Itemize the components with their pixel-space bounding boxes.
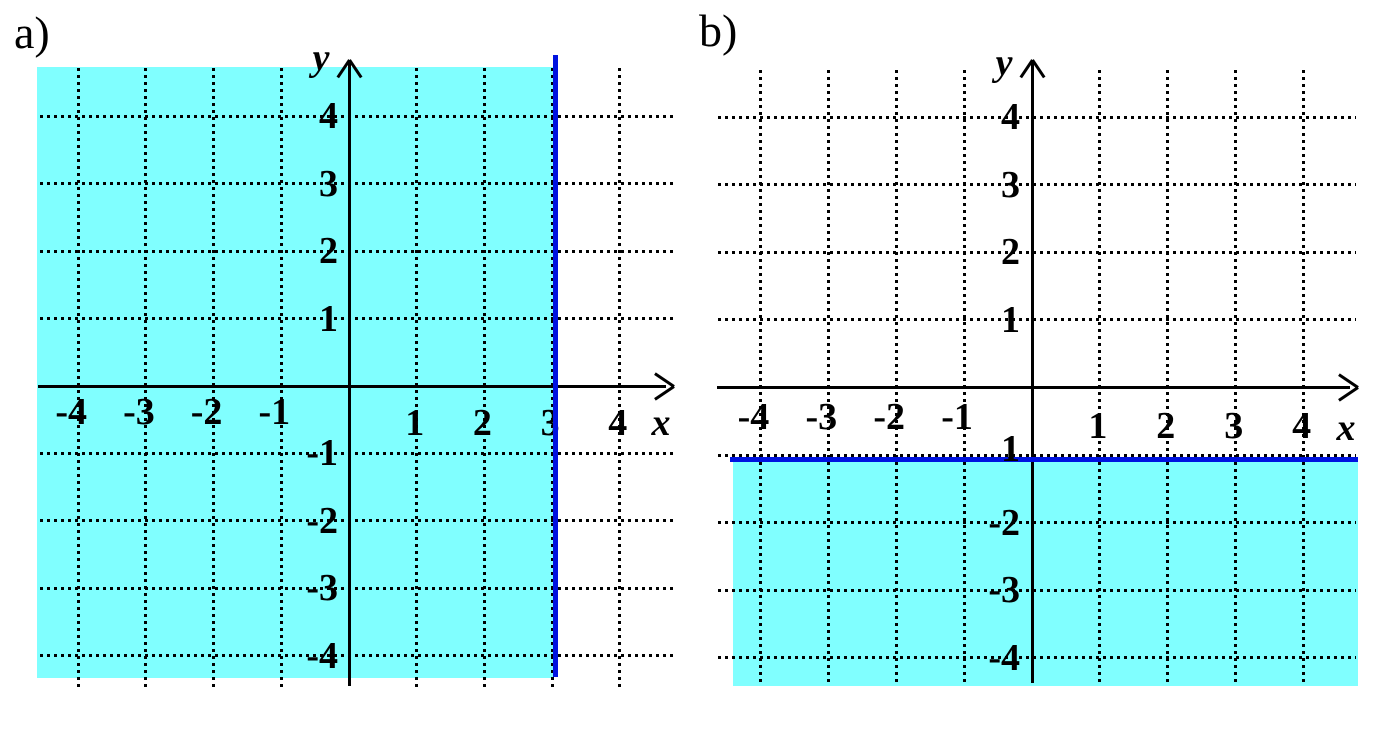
x-tick-label-a-1: 1 — [405, 402, 425, 444]
x-axis-line-a — [38, 384, 666, 388]
y-tick-label-a--4: -4 — [306, 634, 338, 677]
grid-line-a-y-4 — [40, 654, 676, 658]
grid-line-b-x1 — [1098, 70, 1102, 686]
y-tick-label-a--2: -2 — [306, 499, 338, 542]
y-axis-line-b — [1030, 62, 1034, 683]
grid-line-a-x2 — [482, 68, 486, 688]
grid-line-a-x-2 — [212, 68, 216, 688]
grid-line-b-y4 — [718, 115, 1356, 119]
graph-b-x-axis-label: x — [1336, 407, 1356, 449]
y-tick-label-b--1: 1 — [1001, 428, 1020, 471]
x-tick-label-b--4: -4 — [737, 396, 770, 438]
graph-b-label: b) — [699, 5, 738, 56]
grid-line-a-x-1 — [279, 68, 283, 688]
x-tick-label-a--1: -1 — [258, 391, 291, 433]
grid-line-b-y-1 — [718, 453, 1356, 457]
boundary-line-a — [553, 55, 558, 677]
y-tick-label-b-3: 3 — [1001, 163, 1020, 206]
grid-line-b-y1 — [718, 318, 1356, 322]
x-tick-label-b-4: 4 — [1292, 405, 1312, 447]
y-tick-label-b--2: -2 — [988, 501, 1020, 544]
y-axis-line-a — [347, 62, 351, 686]
y-tick-label-b-2: 2 — [1001, 231, 1020, 274]
x-tick-label-a-2: 2 — [472, 402, 492, 444]
grid-line-b-x-3 — [826, 70, 830, 686]
y-tick-label-a-2: 2 — [319, 230, 338, 273]
x-axis-line-b — [717, 385, 1350, 389]
grid-line-b-x-4 — [758, 70, 762, 686]
grid-line-a-x-4 — [76, 68, 80, 688]
y-tick-label-a-3: 3 — [319, 162, 338, 205]
grid-line-b-x3 — [1234, 70, 1238, 686]
x-tick-label-b--2: -2 — [873, 396, 906, 438]
graph-a-label: a) — [14, 7, 50, 58]
x-tick-label-b-1: 1 — [1088, 405, 1108, 447]
grid-line-a-y3 — [40, 182, 676, 186]
y-tick-label-a-1: 1 — [319, 297, 338, 340]
grid-line-a-y-1 — [40, 451, 676, 455]
x-tick-label-a--4: -4 — [55, 391, 88, 433]
y-tick-label-a--1: -1 — [306, 432, 338, 475]
grid-line-a-x1 — [415, 68, 419, 688]
y-tick-label-b--3: -3 — [988, 569, 1020, 612]
grid-line-b-x2 — [1166, 70, 1170, 686]
x-tick-label-a--3: -3 — [123, 391, 155, 433]
grid-line-b-y-4 — [718, 656, 1356, 660]
grid-line-a-y1 — [40, 317, 676, 321]
grid-line-b-x4 — [1302, 70, 1306, 686]
grid-line-a-y2 — [40, 249, 676, 253]
x-tick-label-a--2: -2 — [190, 391, 223, 433]
shaded-region-a — [37, 67, 553, 678]
x-tick-label-b--3: -3 — [805, 396, 838, 438]
grid-line-b-x-1 — [962, 70, 966, 686]
y-tick-label-b-1: 1 — [1001, 298, 1020, 341]
grid-line-a-x3 — [550, 68, 554, 688]
x-tick-label-b--1: -1 — [941, 396, 973, 438]
y-tick-label-a--3: -3 — [306, 567, 338, 610]
x-tick-label-b-3: 3 — [1224, 405, 1244, 447]
grid-line-b-y-2 — [718, 521, 1356, 525]
grid-line-a-y4 — [40, 114, 676, 118]
y-tick-label-b-4: 4 — [1001, 96, 1020, 139]
graph-b-y-axis-label: y — [995, 42, 1013, 84]
shaded-region-b — [733, 461, 1358, 686]
grid-line-a-y-2 — [40, 519, 676, 523]
y-tick-label-b--4: -4 — [988, 636, 1020, 679]
boundary-line-b — [730, 457, 1358, 462]
x-tick-label-b-2: 2 — [1156, 405, 1176, 447]
grid-line-b-y2 — [718, 250, 1356, 254]
graph-a-y-axis-label: y — [312, 37, 330, 79]
grid-line-b-y3 — [718, 183, 1356, 187]
grid-line-b-y-3 — [718, 588, 1356, 592]
graph-a-x-axis-label: x — [651, 402, 671, 444]
grid-line-a-x-3 — [144, 68, 148, 688]
y-tick-label-a-4: 4 — [319, 95, 338, 138]
grid-line-a-y-3 — [40, 586, 676, 590]
grid-line-a-x4 — [618, 68, 622, 688]
grid-line-b-x-2 — [894, 70, 898, 686]
x-tick-label-a-4: 4 — [608, 402, 628, 444]
